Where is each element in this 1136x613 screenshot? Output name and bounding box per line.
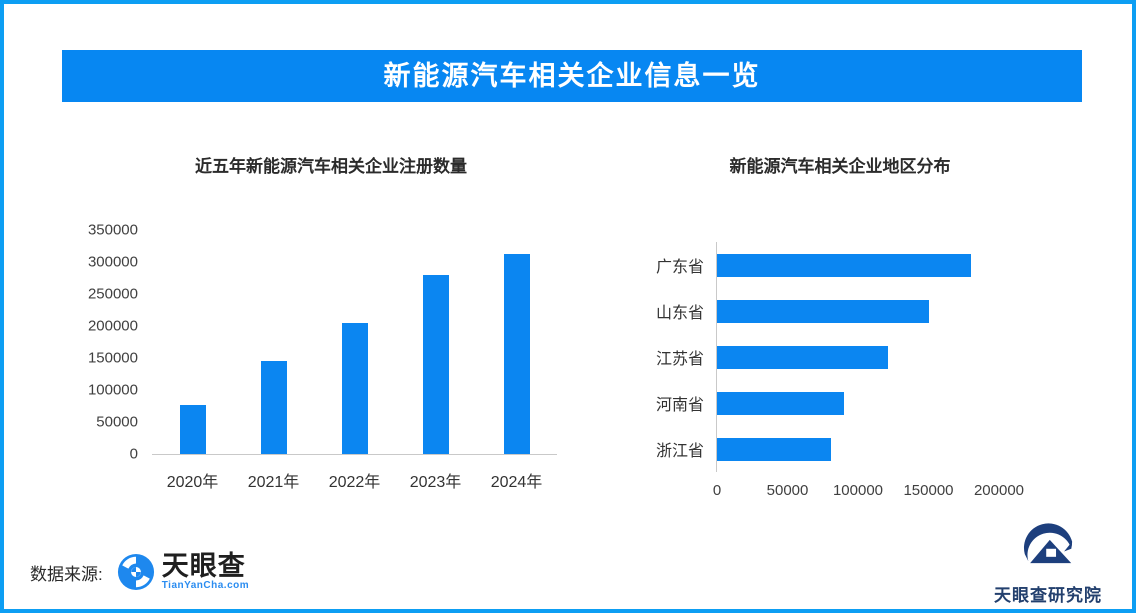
bar-track (716, 334, 999, 380)
bar-2021年 (260, 361, 287, 454)
right-chart: 新能源汽车相关企业地区分布 广东省山东省江苏省河南省浙江省 0 50000 1000… (630, 156, 1050, 500)
category-label: 江苏省 (655, 351, 704, 368)
x-category-label: 2022年 (328, 474, 381, 491)
left-chart-y-axis: 0 50000 100000 150000 200000 250000 300000 3500… (88, 223, 152, 462)
left-chart-plot (152, 230, 557, 455)
x-tick-label: 50000 (766, 482, 809, 499)
bar-广东省 (717, 253, 971, 277)
left-chart: 近五年新能源汽车相关企业注册数量 0 50000 100000 150000 20000… (88, 156, 566, 492)
category-label: 山东省 (655, 305, 704, 322)
bar-slot (476, 230, 557, 454)
bar-track (716, 242, 999, 288)
research-institute-name: 天眼查研究院 (994, 586, 1102, 605)
y-tick-label: 50000 (96, 413, 138, 431)
bar-row: 广东省 (630, 242, 1050, 288)
x-category-label: 2024年 (490, 474, 543, 491)
bar-浙江省 (717, 437, 832, 461)
left-chart-body: 0 50000 100000 150000 200000 250000 300000 3500… (88, 223, 566, 492)
bar-track (716, 380, 999, 426)
data-source: 数据来源: 天眼查 TianYanCha.com (30, 551, 250, 592)
y-tick-label: 0 (129, 445, 138, 463)
x-category-label: 2023年 (409, 474, 462, 491)
tianyancha-eye-icon (117, 553, 154, 591)
bar-slot (395, 230, 476, 454)
data-source-label: 数据来源: (30, 564, 103, 584)
right-chart-rows: 广东省山东省江苏省河南省浙江省 (630, 242, 1050, 472)
bar-slot (233, 230, 314, 454)
right-chart-x-ticks: 0 50000 100000 150000 200000 (713, 482, 1024, 500)
x-tick-label: 100000 (832, 482, 884, 499)
left-chart-title: 近五年新能源汽车相关企业注册数量 (195, 157, 467, 176)
x-category-label: 2021年 (247, 474, 300, 491)
x-category-label: 2020年 (166, 474, 219, 491)
bar-row: 江苏省 (630, 334, 1050, 380)
category-label: 浙江省 (655, 443, 704, 460)
right-chart-title: 新能源汽车相关企业地区分布 (729, 157, 951, 176)
left-chart-x-labels: 2020年 2021年 2022年 2023年 2024年 (152, 468, 557, 492)
y-tick-label: 200000 (87, 317, 138, 335)
bar-slot (152, 230, 233, 454)
bar-track (716, 426, 999, 472)
bar-2022年 (341, 323, 368, 454)
x-tick-label: 200000 (973, 482, 1025, 499)
bar-山东省 (717, 299, 929, 323)
research-institute-logo: 天眼查研究院 (970, 522, 1126, 606)
bar-row: 浙江省 (630, 426, 1050, 472)
x-tick-label: 150000 (903, 482, 954, 499)
left-chart-main: 2020年 2021年 2022年 2023年 2024年 (152, 230, 557, 492)
research-institute-icon (1023, 523, 1073, 564)
bar-row: 山东省 (630, 288, 1050, 334)
category-label: 河南省 (655, 397, 704, 414)
bar-slot (314, 230, 395, 454)
bar-2023年 (422, 274, 449, 454)
y-tick-label: 350000 (87, 221, 138, 239)
y-tick-label: 250000 (87, 285, 138, 303)
y-tick-label: 300000 (87, 253, 138, 271)
x-tick-label: 0 (712, 482, 722, 499)
y-tick-label: 150000 (87, 349, 138, 367)
bar-江苏省 (717, 345, 888, 369)
bar-2020年 (179, 405, 206, 454)
bar-track (716, 288, 999, 334)
bar-2024年 (503, 254, 530, 454)
tianyancha-name: 天眼查 (161, 551, 246, 581)
tianyancha-wordmark: 天眼查 TianYanCha.com (161, 551, 250, 592)
bar-河南省 (717, 391, 844, 415)
tianyancha-url: TianYanCha.com (161, 580, 250, 591)
bar-row: 河南省 (630, 380, 1050, 426)
banner-title: 新能源汽车相关企业信息一览 (62, 50, 1082, 102)
y-tick-label: 100000 (87, 381, 138, 399)
tianyancha-logo (117, 553, 155, 591)
category-label: 广东省 (655, 259, 704, 276)
